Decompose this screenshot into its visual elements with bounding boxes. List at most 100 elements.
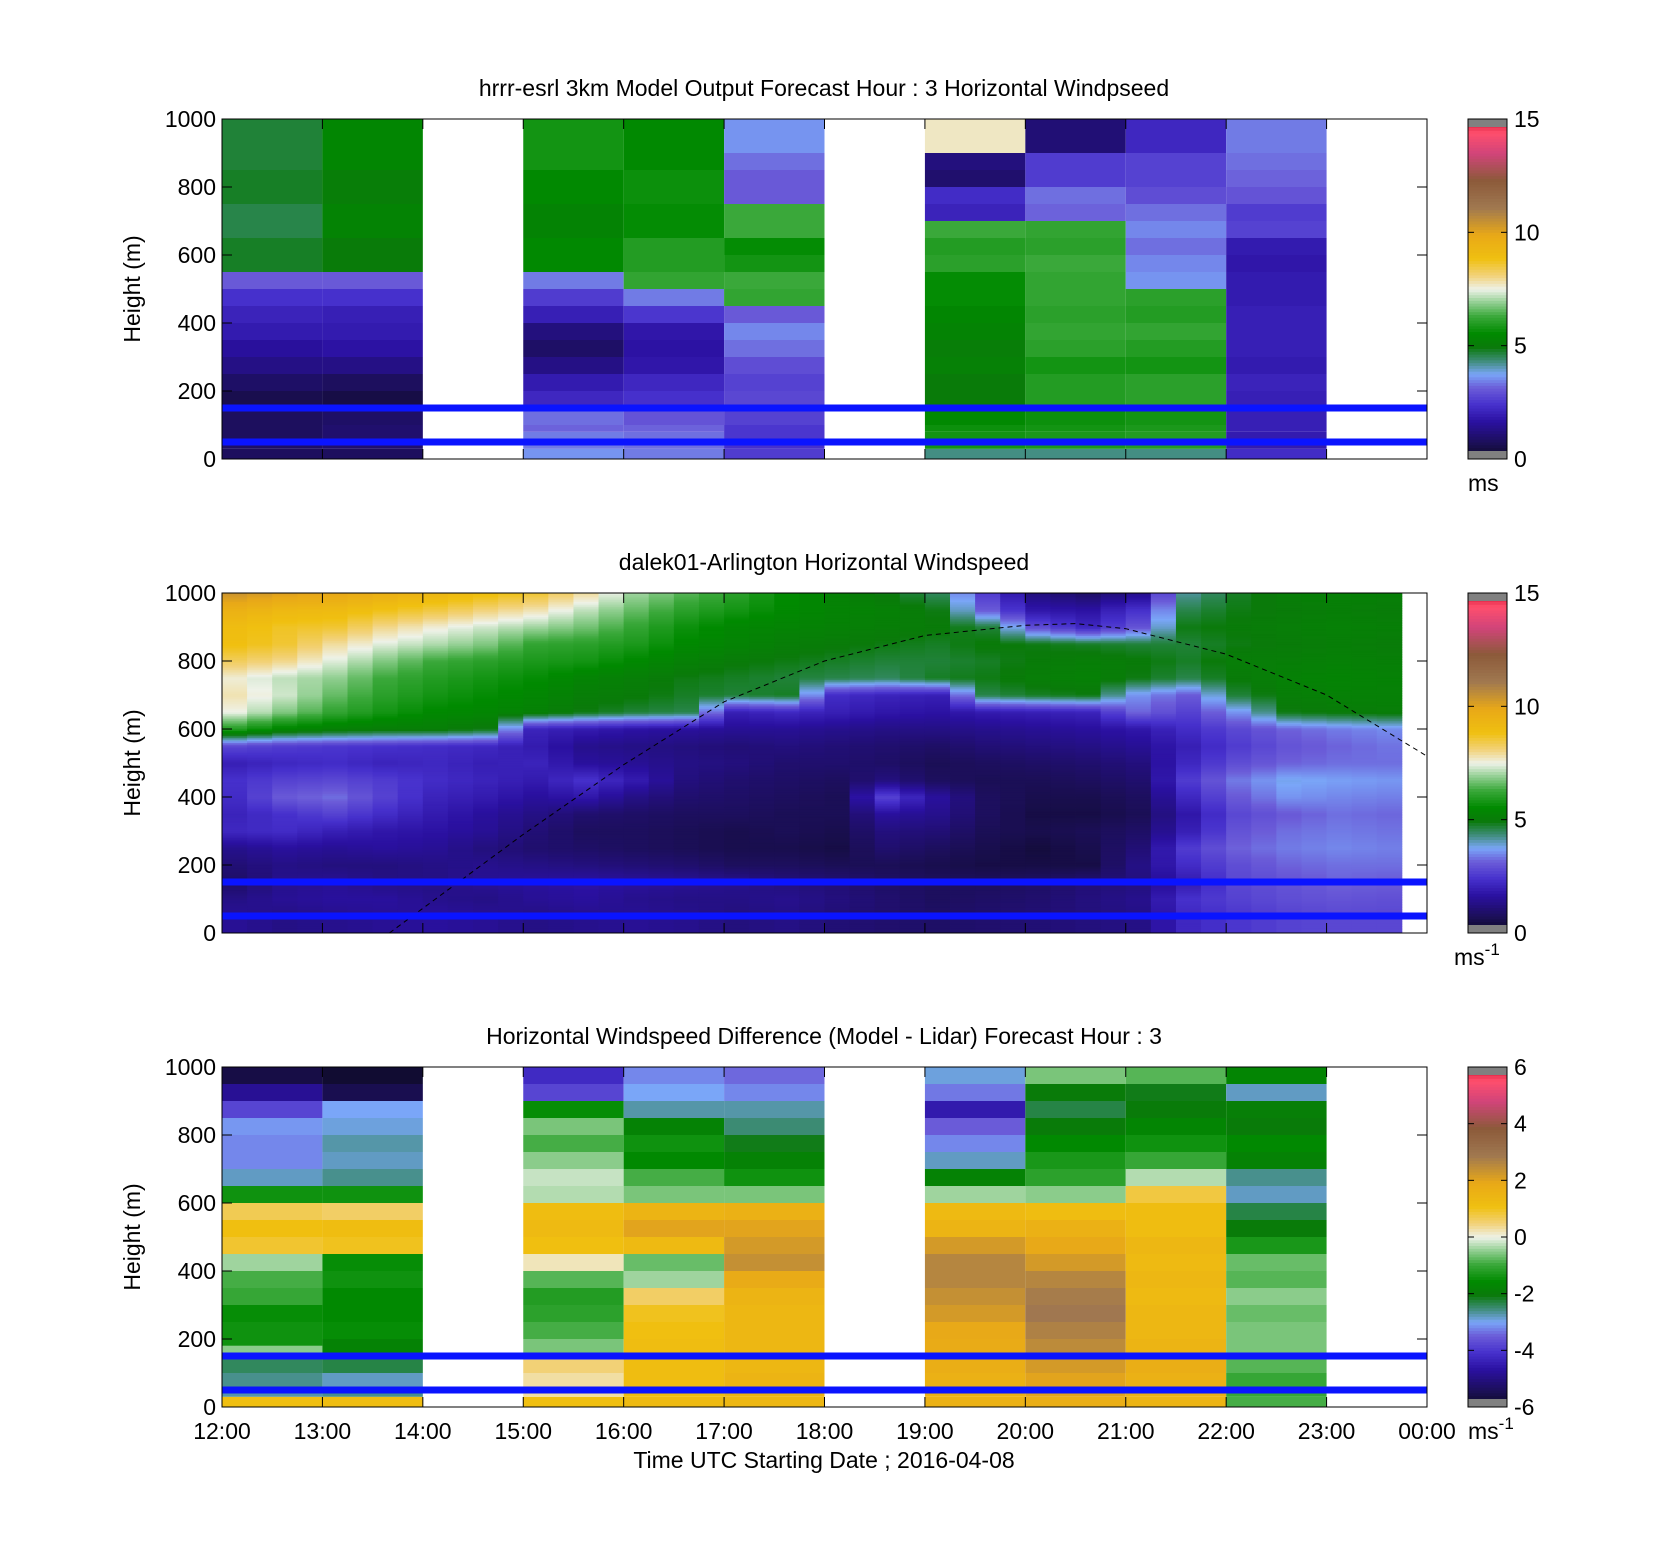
heatmap-cell: [372, 618, 399, 621]
heatmap-cell: [648, 778, 675, 781]
heatmap-cell: [247, 611, 273, 614]
heatmap-cell: [422, 885, 449, 888]
heatmap-cell: [749, 803, 775, 806]
heatmap-cell: [598, 868, 625, 871]
heatmap-cell: [347, 666, 374, 669]
heatmap-cell: [498, 832, 524, 835]
heatmap-cell: [698, 601, 725, 604]
heatmap-cell: [623, 718, 650, 721]
heatmap-cell: [397, 683, 424, 686]
heatmap-cell: [749, 654, 775, 657]
heatmap-cell: [322, 900, 348, 903]
heatmap-cell: [1025, 221, 1126, 238]
heatmap-cell: [598, 698, 625, 701]
heatmap-cell: [598, 676, 625, 679]
heatmap-cell: [347, 732, 374, 735]
heatmap-cell: [724, 807, 750, 810]
heatmap-cell: [623, 871, 650, 874]
heatmap-cell: [322, 705, 348, 708]
heatmap-cell: [222, 768, 248, 771]
heatmap-cell: [473, 725, 499, 728]
colorbar-segment: [1468, 447, 1507, 451]
heatmap-cell: [222, 391, 323, 408]
heatmap-cell: [397, 810, 424, 813]
heatmap-cell: [447, 756, 474, 759]
heatmap-cell: [648, 841, 675, 844]
heatmap-cell: [222, 706, 248, 709]
heatmap-cell: [548, 627, 574, 630]
heatmap-cell: [347, 667, 374, 670]
heatmap-cell: [347, 905, 374, 908]
heatmap-cell: [924, 425, 1026, 432]
heatmap-cell: [422, 669, 449, 672]
heatmap-cell: [724, 594, 750, 597]
heatmap-cell: [397, 890, 424, 893]
heatmap-cell: [397, 681, 424, 684]
heatmap-cell: [347, 723, 374, 726]
heatmap-cell: [222, 827, 248, 830]
heatmap-cell: [247, 630, 273, 633]
heatmap-cell: [749, 744, 775, 747]
heatmap-cell: [598, 604, 625, 607]
heatmap-cell: [397, 820, 424, 823]
heatmap-cell: [473, 662, 499, 665]
heatmap-cell: [623, 676, 650, 679]
heatmap-cell: [272, 735, 298, 738]
heatmap-cell: [1226, 119, 1327, 153]
heatmap-cell: [548, 652, 574, 655]
heatmap-cell: [498, 628, 524, 631]
heatmap-cell: [573, 790, 599, 793]
heatmap-cell: [548, 749, 574, 752]
heatmap-cell: [548, 834, 574, 837]
heatmap-cell: [648, 752, 675, 755]
heatmap-cell: [623, 662, 650, 665]
heatmap-cell: [548, 899, 574, 902]
heatmap-cell: [774, 900, 800, 903]
heatmap-cell: [247, 780, 273, 783]
heatmap-cell: [372, 788, 399, 791]
heatmap-cell: [272, 839, 298, 842]
heatmap-cell: [673, 647, 700, 650]
heatmap-cell: [724, 875, 750, 878]
heatmap-cell: [397, 902, 424, 905]
heatmap-cell: [422, 768, 449, 771]
heatmap-cell: [623, 391, 725, 408]
colorbar-segment: [1468, 323, 1507, 327]
heatmap-cell: [648, 735, 675, 738]
heatmap-cell: [673, 659, 700, 662]
heatmap-cell: [222, 618, 248, 621]
heatmap-cell: [673, 798, 700, 801]
heatmap-cell: [724, 204, 825, 238]
heatmap-cell: [297, 594, 323, 597]
heatmap-cell: [623, 829, 650, 832]
heatmap-cell: [623, 900, 650, 903]
heatmap-cell: [698, 649, 725, 652]
heatmap-cell: [774, 899, 800, 902]
heatmap-cell: [498, 671, 524, 674]
heatmap-cell: [297, 752, 323, 755]
heatmap-cell: [573, 817, 599, 820]
heatmap-cell: [673, 810, 700, 813]
heatmap-cell: [598, 931, 625, 934]
heatmap-cell: [623, 926, 650, 929]
heatmap-cell: [598, 834, 625, 837]
heatmap-cell: [473, 720, 499, 723]
heatmap-cell: [698, 834, 725, 837]
heatmap-cell: [422, 812, 449, 815]
heatmap-cell: [347, 807, 374, 810]
heatmap-cell: [247, 781, 273, 784]
heatmap-cell: [222, 859, 248, 862]
heatmap-cell: [347, 688, 374, 691]
heatmap-cell: [473, 669, 499, 672]
heatmap-cell: [347, 747, 374, 750]
heatmap-cell: [422, 718, 449, 721]
heatmap-cell: [247, 890, 273, 893]
heatmap-cell: [648, 662, 675, 665]
heatmap-cell: [397, 662, 424, 665]
heatmap-cell: [673, 781, 700, 784]
heatmap-cell: [774, 856, 800, 859]
heatmap-cell: [623, 848, 650, 851]
heatmap-cell: [322, 735, 348, 738]
heatmap-cell: [749, 815, 775, 818]
heatmap-cell: [548, 876, 574, 879]
